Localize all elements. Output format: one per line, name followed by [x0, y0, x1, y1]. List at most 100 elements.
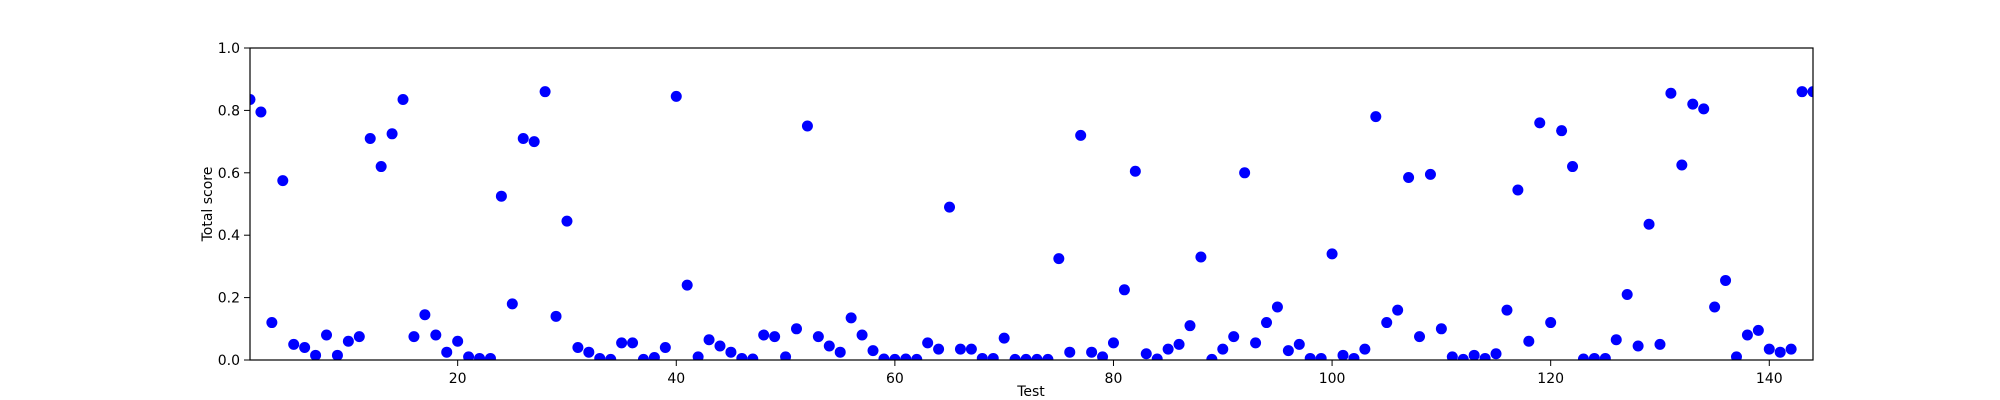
data-point — [495, 190, 507, 202]
y-tick-label: 0.0 — [218, 353, 240, 369]
x-tick-label: 80 — [1105, 371, 1123, 387]
data-point — [1009, 353, 1021, 360]
data-point — [364, 132, 376, 144]
data-point — [1523, 335, 1535, 347]
data-point — [397, 93, 409, 105]
data-point — [1282, 345, 1294, 357]
data-point — [1414, 331, 1426, 343]
data-point — [1534, 117, 1546, 129]
x-tick-label: 120 — [1537, 371, 1564, 387]
data-point — [255, 106, 267, 118]
data-point — [1195, 251, 1207, 263]
data-point — [1796, 86, 1808, 98]
data-point — [681, 279, 693, 291]
x-tick-label: 100 — [1319, 371, 1346, 387]
data-point — [408, 331, 420, 343]
data-point — [1632, 340, 1644, 352]
data-point — [474, 352, 486, 360]
data-point — [1129, 165, 1141, 177]
data-point — [648, 352, 660, 360]
data-point — [1107, 337, 1119, 349]
data-point — [998, 332, 1010, 344]
data-point — [1261, 317, 1272, 329]
data-point — [1064, 346, 1076, 358]
data-point — [266, 317, 278, 329]
data-point — [965, 343, 977, 355]
data-point — [627, 337, 639, 349]
data-point — [1020, 353, 1032, 360]
data-point — [1239, 167, 1251, 179]
data-point — [736, 352, 748, 360]
data-point — [714, 340, 726, 352]
data-point — [1326, 248, 1338, 260]
data-point — [1053, 253, 1065, 265]
data-point — [1556, 125, 1568, 137]
data-point — [1392, 304, 1404, 316]
data-point — [1184, 320, 1196, 332]
data-point — [1588, 352, 1600, 360]
data-point — [452, 335, 464, 347]
data-point — [1654, 338, 1666, 350]
data-point — [889, 353, 901, 360]
data-point — [747, 353, 759, 360]
data-point — [331, 349, 343, 360]
data-point — [561, 215, 573, 227]
data-point — [441, 346, 453, 358]
data-point — [539, 86, 551, 98]
data-point — [1665, 87, 1677, 99]
data-point — [375, 161, 387, 173]
data-point — [1446, 351, 1458, 360]
data-point — [670, 90, 682, 102]
x-tick-label: 60 — [886, 371, 904, 387]
data-point — [550, 310, 562, 322]
data-point — [1512, 184, 1524, 196]
data-point — [1490, 348, 1502, 360]
data-point — [528, 136, 540, 148]
data-point — [1381, 317, 1393, 329]
data-point — [1599, 352, 1611, 360]
data-point — [1086, 346, 1098, 358]
x-tick-label: 20 — [449, 371, 467, 387]
plot-background — [250, 48, 1813, 360]
data-point — [310, 349, 322, 360]
data-point — [1118, 284, 1130, 296]
data-point — [1676, 159, 1688, 171]
data-point — [1807, 86, 1813, 98]
data-point — [976, 352, 988, 360]
data-point — [987, 352, 999, 360]
data-point — [616, 337, 628, 349]
data-point — [1501, 304, 1513, 316]
data-point — [1763, 343, 1775, 355]
data-point — [1271, 301, 1283, 313]
data-point — [944, 201, 956, 213]
data-point — [1337, 349, 1349, 360]
data-point — [922, 337, 934, 349]
data-point — [812, 331, 824, 343]
data-point — [1424, 168, 1436, 180]
data-point — [758, 329, 770, 341]
data-point — [288, 338, 300, 350]
data-point — [1643, 218, 1655, 230]
plot-frame — [249, 47, 1814, 361]
data-point — [594, 352, 606, 360]
data-point — [780, 351, 792, 360]
data-point — [250, 93, 256, 105]
data-point — [583, 346, 595, 358]
data-point — [769, 331, 781, 343]
data-point — [484, 352, 496, 360]
data-point — [572, 342, 584, 354]
x-tick-label: 140 — [1756, 371, 1783, 387]
data-point — [1293, 338, 1305, 350]
y-tick-label: 0.4 — [218, 228, 240, 244]
data-point — [1304, 352, 1316, 360]
data-point — [1577, 353, 1589, 360]
data-point — [1479, 352, 1491, 360]
data-point — [1359, 343, 1371, 355]
data-point — [801, 120, 813, 132]
data-point — [878, 353, 890, 360]
data-point — [1741, 329, 1753, 341]
axis-ticks: 20 40 60 80 100 120 140 0.0 0.2 0.4 0.6 0.8 1.0 — [218, 41, 1783, 387]
data-point — [1698, 103, 1710, 115]
data-point — [1206, 353, 1218, 360]
